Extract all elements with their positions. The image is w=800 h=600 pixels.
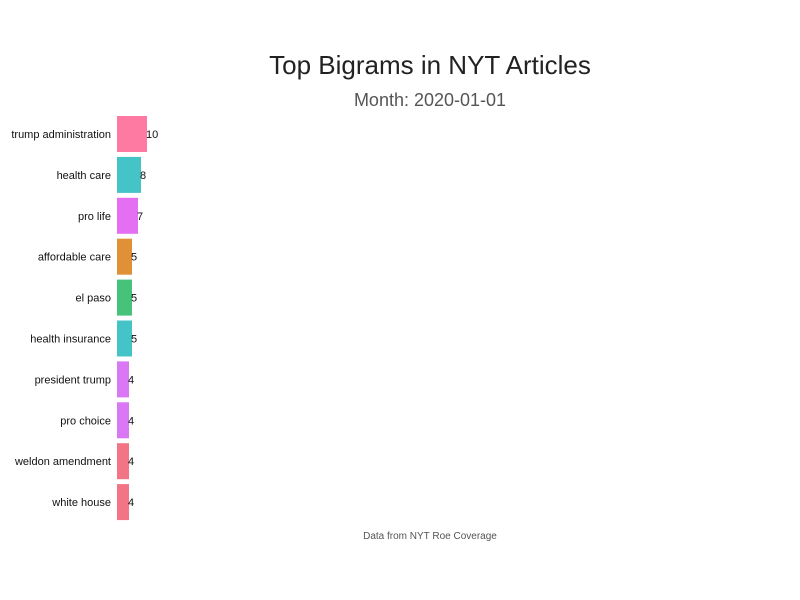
value-label-health-care: 8 (140, 170, 146, 182)
chart-caption: Data from NYT Roe Coverage (363, 531, 497, 542)
value-label-pro-choice: 4 (128, 415, 134, 427)
category-label-weldon-amendment: weldon amendment (14, 456, 111, 468)
bar-el-paso (117, 279, 132, 316)
bar-white-house (117, 484, 129, 521)
value-label-white-house: 4 (128, 497, 134, 509)
value-label-president-trump: 4 (128, 374, 134, 386)
bar-president-trump (117, 361, 129, 398)
bar-affordable-care (117, 238, 132, 275)
category-label-affordable-care: affordable care (38, 252, 111, 264)
value-label-pro-life: 7 (137, 211, 143, 223)
bar-health-insurance (117, 320, 132, 357)
value-label-health-insurance: 5 (131, 334, 137, 346)
value-label-affordable-care: 5 (131, 252, 137, 264)
category-label-trump-administration: trump administration (11, 129, 111, 141)
category-label-health-care: health care (57, 170, 111, 182)
value-label-el-paso: 5 (131, 293, 137, 305)
category-label-health-insurance: health insurance (30, 334, 111, 346)
bar-health-care (117, 156, 141, 193)
category-label-el-paso: el paso (76, 293, 111, 305)
bar-weldon-amendment (117, 443, 129, 480)
value-label-trump-administration: 10 (146, 129, 158, 141)
category-label-pro-life: pro life (78, 211, 111, 223)
value-label-weldon-amendment: 4 (128, 456, 134, 468)
chart-subtitle: Month: 2020-01-01 (353, 90, 507, 110)
category-label-pro-choice: pro choice (60, 415, 111, 427)
category-label-president-trump: president trump (35, 374, 111, 386)
bar-pro-life (117, 197, 138, 234)
bar-pro-choice (117, 402, 129, 439)
category-label-white-house: white house (51, 497, 111, 509)
bar-trump-administration (117, 116, 147, 152)
chart-title: Top Bigrams in NYT Articles (269, 50, 591, 80)
